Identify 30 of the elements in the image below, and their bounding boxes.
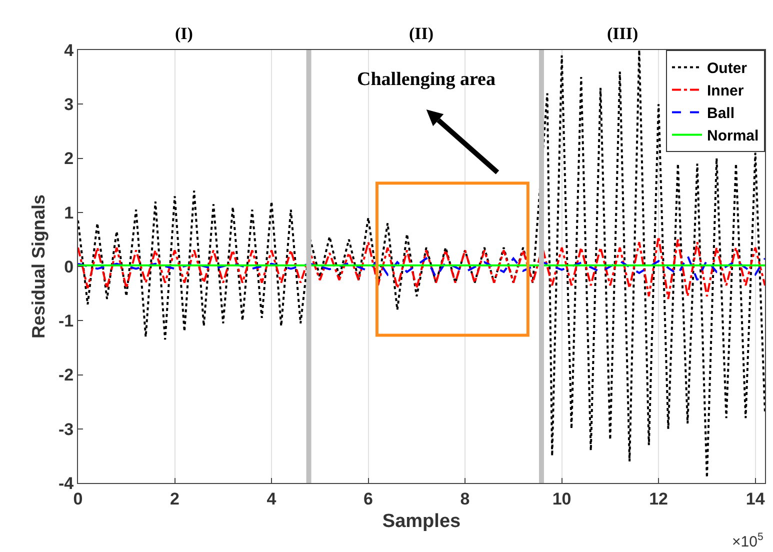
text: (I) [175, 24, 193, 43]
y-tick-label: 1 [64, 203, 74, 222]
y-tick-label: 3 [64, 95, 74, 114]
y-tick-label: -2 [58, 366, 74, 385]
y-tick-label: 0 [64, 257, 74, 276]
x-tick-label: 14 [746, 489, 766, 508]
x-tick-label: 2 [170, 489, 180, 508]
x-tick-label: 8 [460, 489, 470, 508]
y-tick-label: -4 [58, 474, 74, 493]
legend-label: Inner [707, 82, 744, 100]
legend-label: Outer [707, 60, 748, 78]
text: ×10$^{5}$ [732, 531, 764, 550]
line-series [78, 50, 765, 479]
y-tick-label: -3 [58, 420, 74, 439]
y-axis-title: Residual Signals [28, 194, 49, 339]
legend-label: Normal [707, 128, 759, 145]
text: (II) [409, 24, 434, 43]
annotation: Challenging area [357, 69, 496, 90]
y-tick-label: 2 [64, 149, 74, 168]
x-tick-label: 6 [364, 489, 374, 508]
line-series [78, 236, 765, 300]
y-tick-label: 4 [64, 40, 74, 60]
x-tick-label: 12 [649, 489, 668, 508]
x-tick-label: 10 [552, 489, 572, 508]
legend-label: Ball [707, 105, 735, 122]
text: (III) [607, 24, 638, 43]
y-tick-label: -1 [58, 312, 74, 331]
x-tick-label: 4 [266, 489, 277, 508]
line-series [78, 254, 765, 282]
x-axis-title: Samples [382, 511, 461, 532]
